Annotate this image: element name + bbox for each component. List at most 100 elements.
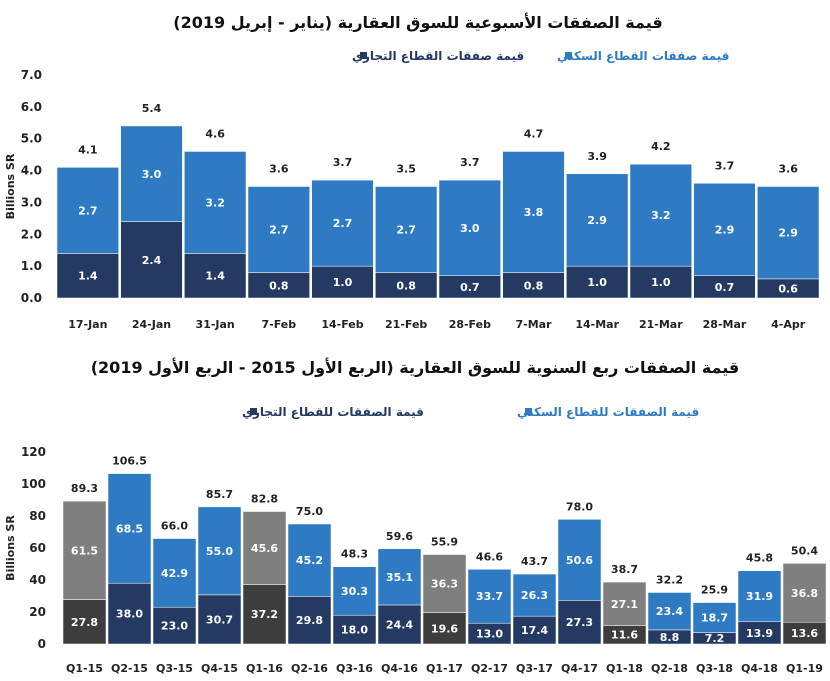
data-label-total: 4.7 [524, 127, 544, 140]
data-label-total: 78.0 [566, 500, 593, 513]
y-tick-label: 3.0 [21, 195, 42, 209]
bar-segment-residential [311, 179, 374, 267]
x-tick-label: 17-Jan [68, 318, 107, 331]
y-tick-label: 100 [21, 477, 46, 491]
x-tick-label: Q3-16 [336, 662, 373, 675]
y-tick-label: 60 [29, 541, 46, 555]
bar-segment-commercial [107, 582, 152, 645]
bar-segment-residential [438, 179, 501, 276]
bar-segment-residential [107, 473, 152, 584]
data-label-residential: 2.7 [269, 224, 289, 237]
bar-segment-residential [242, 511, 287, 585]
data-label-commercial: 23.0 [161, 620, 188, 633]
x-tick-label: 21-Mar [639, 318, 683, 331]
data-label-commercial: 17.4 [521, 624, 548, 637]
bar-segment-residential [782, 563, 827, 623]
legend-swatch [565, 52, 572, 59]
y-tick-label: 5.0 [21, 132, 42, 146]
legend-label: قيمة صفقات القطاع التجاري [352, 49, 524, 63]
data-label-commercial: 0.6 [778, 282, 798, 295]
y-tick-label: 2.0 [21, 227, 42, 241]
bar-segment-residential [120, 125, 183, 222]
x-tick-label: Q3-18 [696, 662, 733, 675]
data-label-residential: 2.7 [333, 217, 353, 230]
bar-segment-commercial [566, 265, 629, 299]
data-label-commercial: 1.0 [587, 276, 607, 289]
data-label-total: 106.5 [112, 455, 147, 468]
data-label-total: 82.8 [251, 493, 278, 506]
data-label-commercial: 30.7 [206, 613, 233, 626]
data-label-total: 38.7 [611, 563, 638, 576]
x-tick-label: Q4-18 [741, 662, 778, 675]
data-label-residential: 2.9 [715, 224, 735, 237]
x-tick-label: 28-Mar [703, 318, 747, 331]
data-label-total: 3.9 [587, 150, 607, 163]
x-tick-label: Q1-18 [606, 662, 643, 675]
bar-segment-residential [56, 167, 119, 254]
bar-segment-residential [557, 519, 602, 601]
y-tick-label: 80 [29, 509, 46, 523]
x-tick-label: 14-Mar [575, 318, 619, 331]
data-label-total: 45.8 [746, 552, 773, 565]
bar-segment-commercial [120, 221, 183, 299]
data-label-total: 66.0 [161, 520, 188, 533]
data-label-commercial: 7.2 [705, 632, 725, 645]
data-label-residential: 3.8 [524, 206, 544, 219]
bar-segment-residential [375, 186, 438, 273]
data-label-residential: 2.9 [587, 214, 607, 227]
x-tick-label: 4-Apr [771, 318, 806, 331]
data-label-total: 4.1 [78, 143, 98, 156]
data-label-residential: 3.2 [205, 196, 225, 209]
data-label-commercial: 0.7 [715, 281, 735, 294]
data-label-total: 3.6 [778, 163, 798, 176]
data-label-commercial: 24.4 [386, 618, 413, 631]
data-label-residential: 27.1 [611, 598, 638, 611]
data-label-total: 5.4 [142, 102, 162, 115]
data-label-commercial: 1.4 [205, 270, 225, 283]
data-label-residential: 3.2 [651, 209, 671, 222]
data-label-total: 3.7 [333, 156, 353, 169]
data-label-total: 75.0 [296, 505, 323, 518]
legend-label: قيمة الصفقات للقطاع السكني [517, 405, 699, 419]
data-label-commercial: 29.8 [296, 614, 323, 627]
data-label-residential: 45.2 [296, 554, 323, 567]
legend-swatch [525, 408, 532, 415]
bar-segment-commercial [332, 614, 377, 645]
bar-segment-commercial [375, 272, 438, 299]
data-label-residential: 3.0 [142, 168, 162, 181]
bar-segment-residential [629, 163, 692, 267]
bar-segment-residential [467, 569, 512, 624]
data-label-total: 43.7 [521, 555, 548, 568]
y-tick-label: 7.0 [21, 68, 42, 82]
data-label-residential: 61.5 [71, 544, 98, 557]
data-label-total: 3.7 [715, 159, 735, 172]
data-label-total: 4.6 [205, 127, 225, 140]
data-label-commercial: 18.0 [341, 624, 368, 637]
y-tick-label: 0.0 [21, 291, 42, 305]
bar-segment-commercial [62, 599, 107, 645]
data-label-commercial: 13.6 [791, 627, 818, 640]
chart-title: قيمة الصفقات ربع السنوية للسوق العقارية … [91, 358, 740, 377]
x-tick-label: 14-Feb [321, 318, 363, 331]
data-label-residential: 18.7 [701, 612, 728, 625]
data-label-residential: 2.9 [778, 227, 798, 240]
bar-segment-commercial [311, 265, 374, 299]
data-label-residential: 2.7 [396, 224, 416, 237]
data-label-residential: 31.9 [746, 590, 773, 603]
data-label-total: 32.2 [656, 573, 683, 586]
data-label-commercial: 27.8 [71, 616, 98, 629]
x-tick-label: 31-Jan [196, 318, 235, 331]
data-label-total: 25.9 [701, 584, 728, 597]
bar-segment-commercial [512, 615, 557, 645]
data-label-residential: 23.4 [656, 605, 683, 618]
bar-segment-residential [332, 566, 377, 616]
data-label-commercial: 19.6 [431, 622, 458, 635]
data-label-residential: 36.3 [431, 578, 458, 591]
y-tick-label: 120 [21, 445, 46, 459]
bar-segment-commercial [377, 604, 422, 645]
y-tick-label: 1.0 [21, 259, 42, 273]
x-tick-label: Q4-16 [381, 662, 418, 675]
data-label-commercial: 11.6 [611, 629, 638, 642]
bar-segment-residential [757, 186, 820, 280]
x-tick-label: Q1-19 [786, 662, 823, 675]
